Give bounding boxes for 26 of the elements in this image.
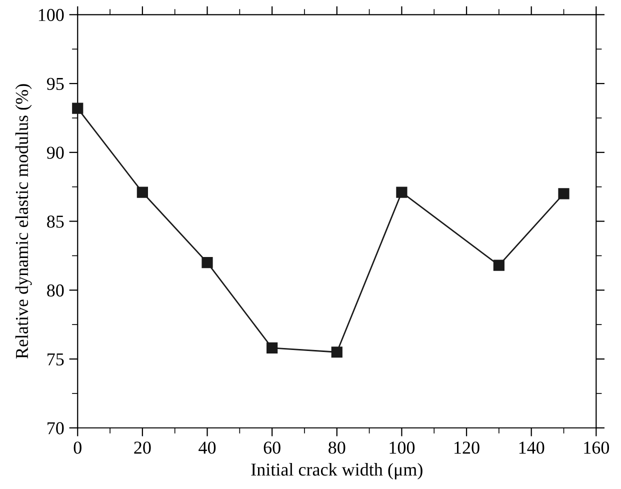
x-tick-label: 60 [264, 442, 280, 454]
x-tick-label: 0 [74, 442, 82, 454]
y-tick-label: 80 [47, 284, 64, 297]
x-tick-label: 140 [519, 442, 544, 454]
y-tick-label: 70 [48, 422, 64, 434]
point [396, 186, 408, 198]
x-tick-label: 120 [454, 442, 480, 454]
y-axis-title: Relative dynamic elastic modulus (%) [15, 84, 32, 359]
point [202, 257, 213, 268]
y-tick-label: 95 [46, 78, 64, 90]
x-tick-label: 80 [328, 442, 346, 454]
x-tick-label: 100 [390, 442, 415, 454]
x-axis-title: Initial crack width (μm) [251, 463, 422, 480]
point [136, 186, 148, 198]
y-tick-label: 90 [46, 146, 64, 159]
y-tick-label: 75 [48, 353, 64, 366]
point [72, 102, 84, 114]
point [558, 188, 570, 200]
x-tick-label: 20 [134, 442, 151, 454]
y-tick-label: 85 [47, 216, 64, 228]
y-tick-label: 100 [38, 8, 64, 22]
point [266, 342, 278, 354]
x-tick-label: 40 [198, 442, 216, 454]
point [493, 260, 504, 271]
x-tick-label: 160 [584, 442, 610, 454]
point [331, 346, 342, 358]
